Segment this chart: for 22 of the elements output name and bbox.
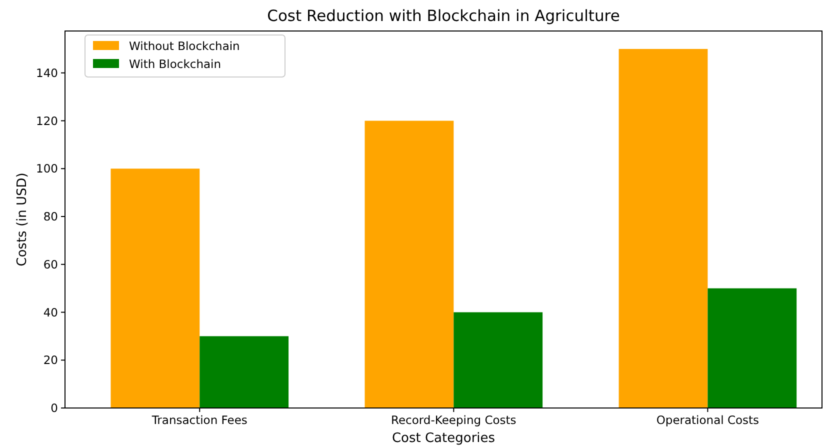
bar [454,312,543,408]
y-tick-label: 20 [43,353,58,368]
x-tick-label: Transaction Fees [150,413,248,427]
bar [200,336,289,408]
legend-label: With Blockchain [129,57,222,72]
x-tick-label: Record-Keeping Costs [391,413,516,427]
chart-title: Cost Reduction with Blockchain in Agriculture [267,7,620,25]
legend-label: Without Blockchain [129,39,240,54]
y-tick-label: 80 [43,210,58,224]
y-axis-title: Costs (in USD) [15,172,30,266]
bar [618,48,708,408]
y-tick-label: 120 [36,114,58,128]
y-tick-label: 40 [43,305,58,320]
x-axis-title: Cost Categories [392,431,496,446]
y-tick-label: 0 [50,401,58,416]
y-tick-label: 140 [36,66,58,80]
bar [364,120,454,408]
bar [708,288,797,408]
y-tick-label: 60 [43,257,58,272]
bar [110,168,200,408]
y-tick-label: 100 [36,162,58,176]
x-tick-label: Operational Costs [656,413,760,427]
